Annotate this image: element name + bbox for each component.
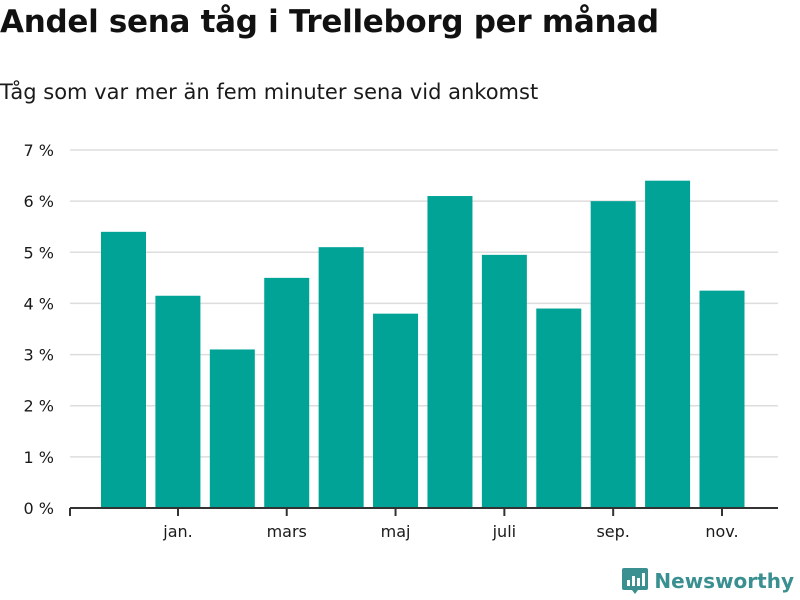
bar-juni bbox=[427, 196, 473, 508]
x-tick-label: nov. bbox=[705, 522, 738, 541]
y-tick-label: 5 % bbox=[24, 243, 54, 262]
bar-maj bbox=[373, 313, 419, 508]
y-tick-label: 6 % bbox=[24, 192, 54, 211]
y-tick-label: 7 % bbox=[24, 141, 54, 160]
x-tick-label: juli bbox=[492, 522, 516, 541]
y-tick-label: 4 % bbox=[24, 294, 54, 313]
y-tick-label: 3 % bbox=[24, 346, 54, 365]
bar-feb. bbox=[209, 349, 255, 508]
axes: 0 % 1 % 2 % 3 % 4 % 5 % 6 % 7 % jan. mars maj juli s… bbox=[24, 141, 778, 541]
brand-name: Newsworthy bbox=[654, 569, 794, 593]
bar-juli bbox=[481, 254, 527, 508]
bar-okt. bbox=[645, 180, 691, 508]
newsworthy-logo-icon bbox=[622, 568, 649, 594]
bar-nov. bbox=[699, 290, 745, 508]
brand-logo: Newsworthy bbox=[622, 568, 794, 594]
y-tick-label: 0 % bbox=[24, 499, 54, 518]
bar-sep. bbox=[590, 201, 636, 508]
y-tick-label: 2 % bbox=[24, 397, 54, 416]
x-tick-label: maj bbox=[381, 522, 411, 541]
y-tick-label: 1 % bbox=[24, 448, 54, 467]
bar-apr. bbox=[318, 247, 364, 508]
x-tick-label: jan. bbox=[162, 522, 192, 541]
bar-mars bbox=[264, 277, 310, 508]
x-tick-label: sep. bbox=[596, 522, 629, 541]
chart-subtitle: Tåg som var mer än fem minuter sena vid … bbox=[0, 80, 539, 104]
bars bbox=[101, 180, 745, 509]
bar-aug. bbox=[536, 308, 582, 508]
bar-dec. bbox=[101, 231, 146, 509]
bar-jan. bbox=[155, 295, 201, 508]
x-tick-label: mars bbox=[267, 522, 307, 541]
chart-title: Andel sena tåg i Trelleborg per månad bbox=[0, 4, 659, 40]
